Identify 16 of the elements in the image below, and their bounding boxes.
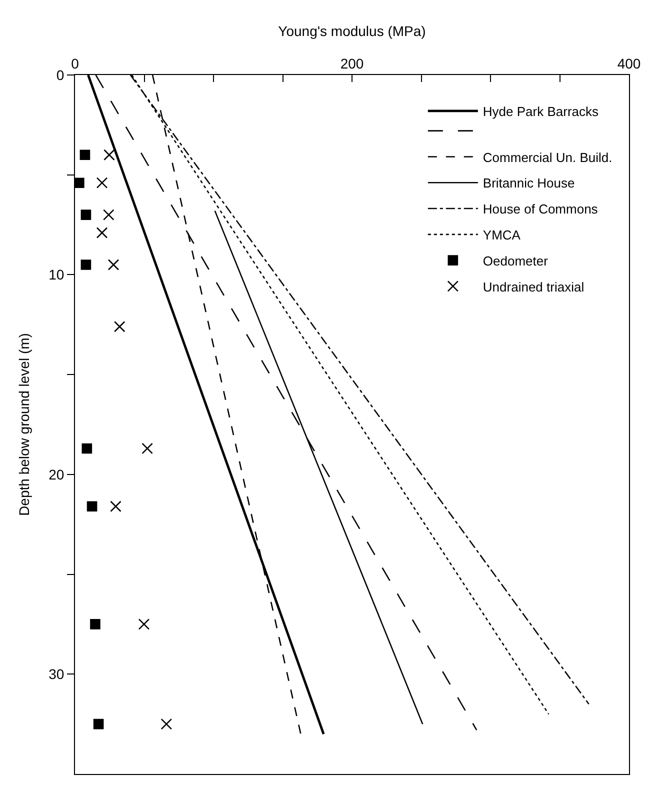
legend-label: YMCA bbox=[482, 227, 521, 242]
legend-label: Undrained triaxial bbox=[482, 279, 584, 294]
legend-label: Oedometer bbox=[482, 253, 549, 268]
y-tick-label: 20 bbox=[48, 466, 64, 482]
x-tick-label: 400 bbox=[617, 55, 641, 72]
x-tick-label: 0 bbox=[71, 55, 80, 72]
y-tick-label: 10 bbox=[48, 266, 64, 283]
legend-label: House of Commons bbox=[482, 202, 598, 217]
y-tick-label: 0 bbox=[56, 66, 64, 83]
y-axis-title: Depth below ground level (m) bbox=[16, 333, 32, 516]
legend-label: Britannic House bbox=[482, 176, 575, 191]
x-axis-title: Young's modulus (MPa) bbox=[278, 23, 426, 39]
x-tick-label: 200 bbox=[340, 55, 364, 72]
legend-label: Hyde Park Barracks bbox=[482, 104, 600, 119]
legend-label: Commercial Un. Build. bbox=[482, 150, 612, 165]
y-tick-label: 30 bbox=[48, 666, 64, 682]
